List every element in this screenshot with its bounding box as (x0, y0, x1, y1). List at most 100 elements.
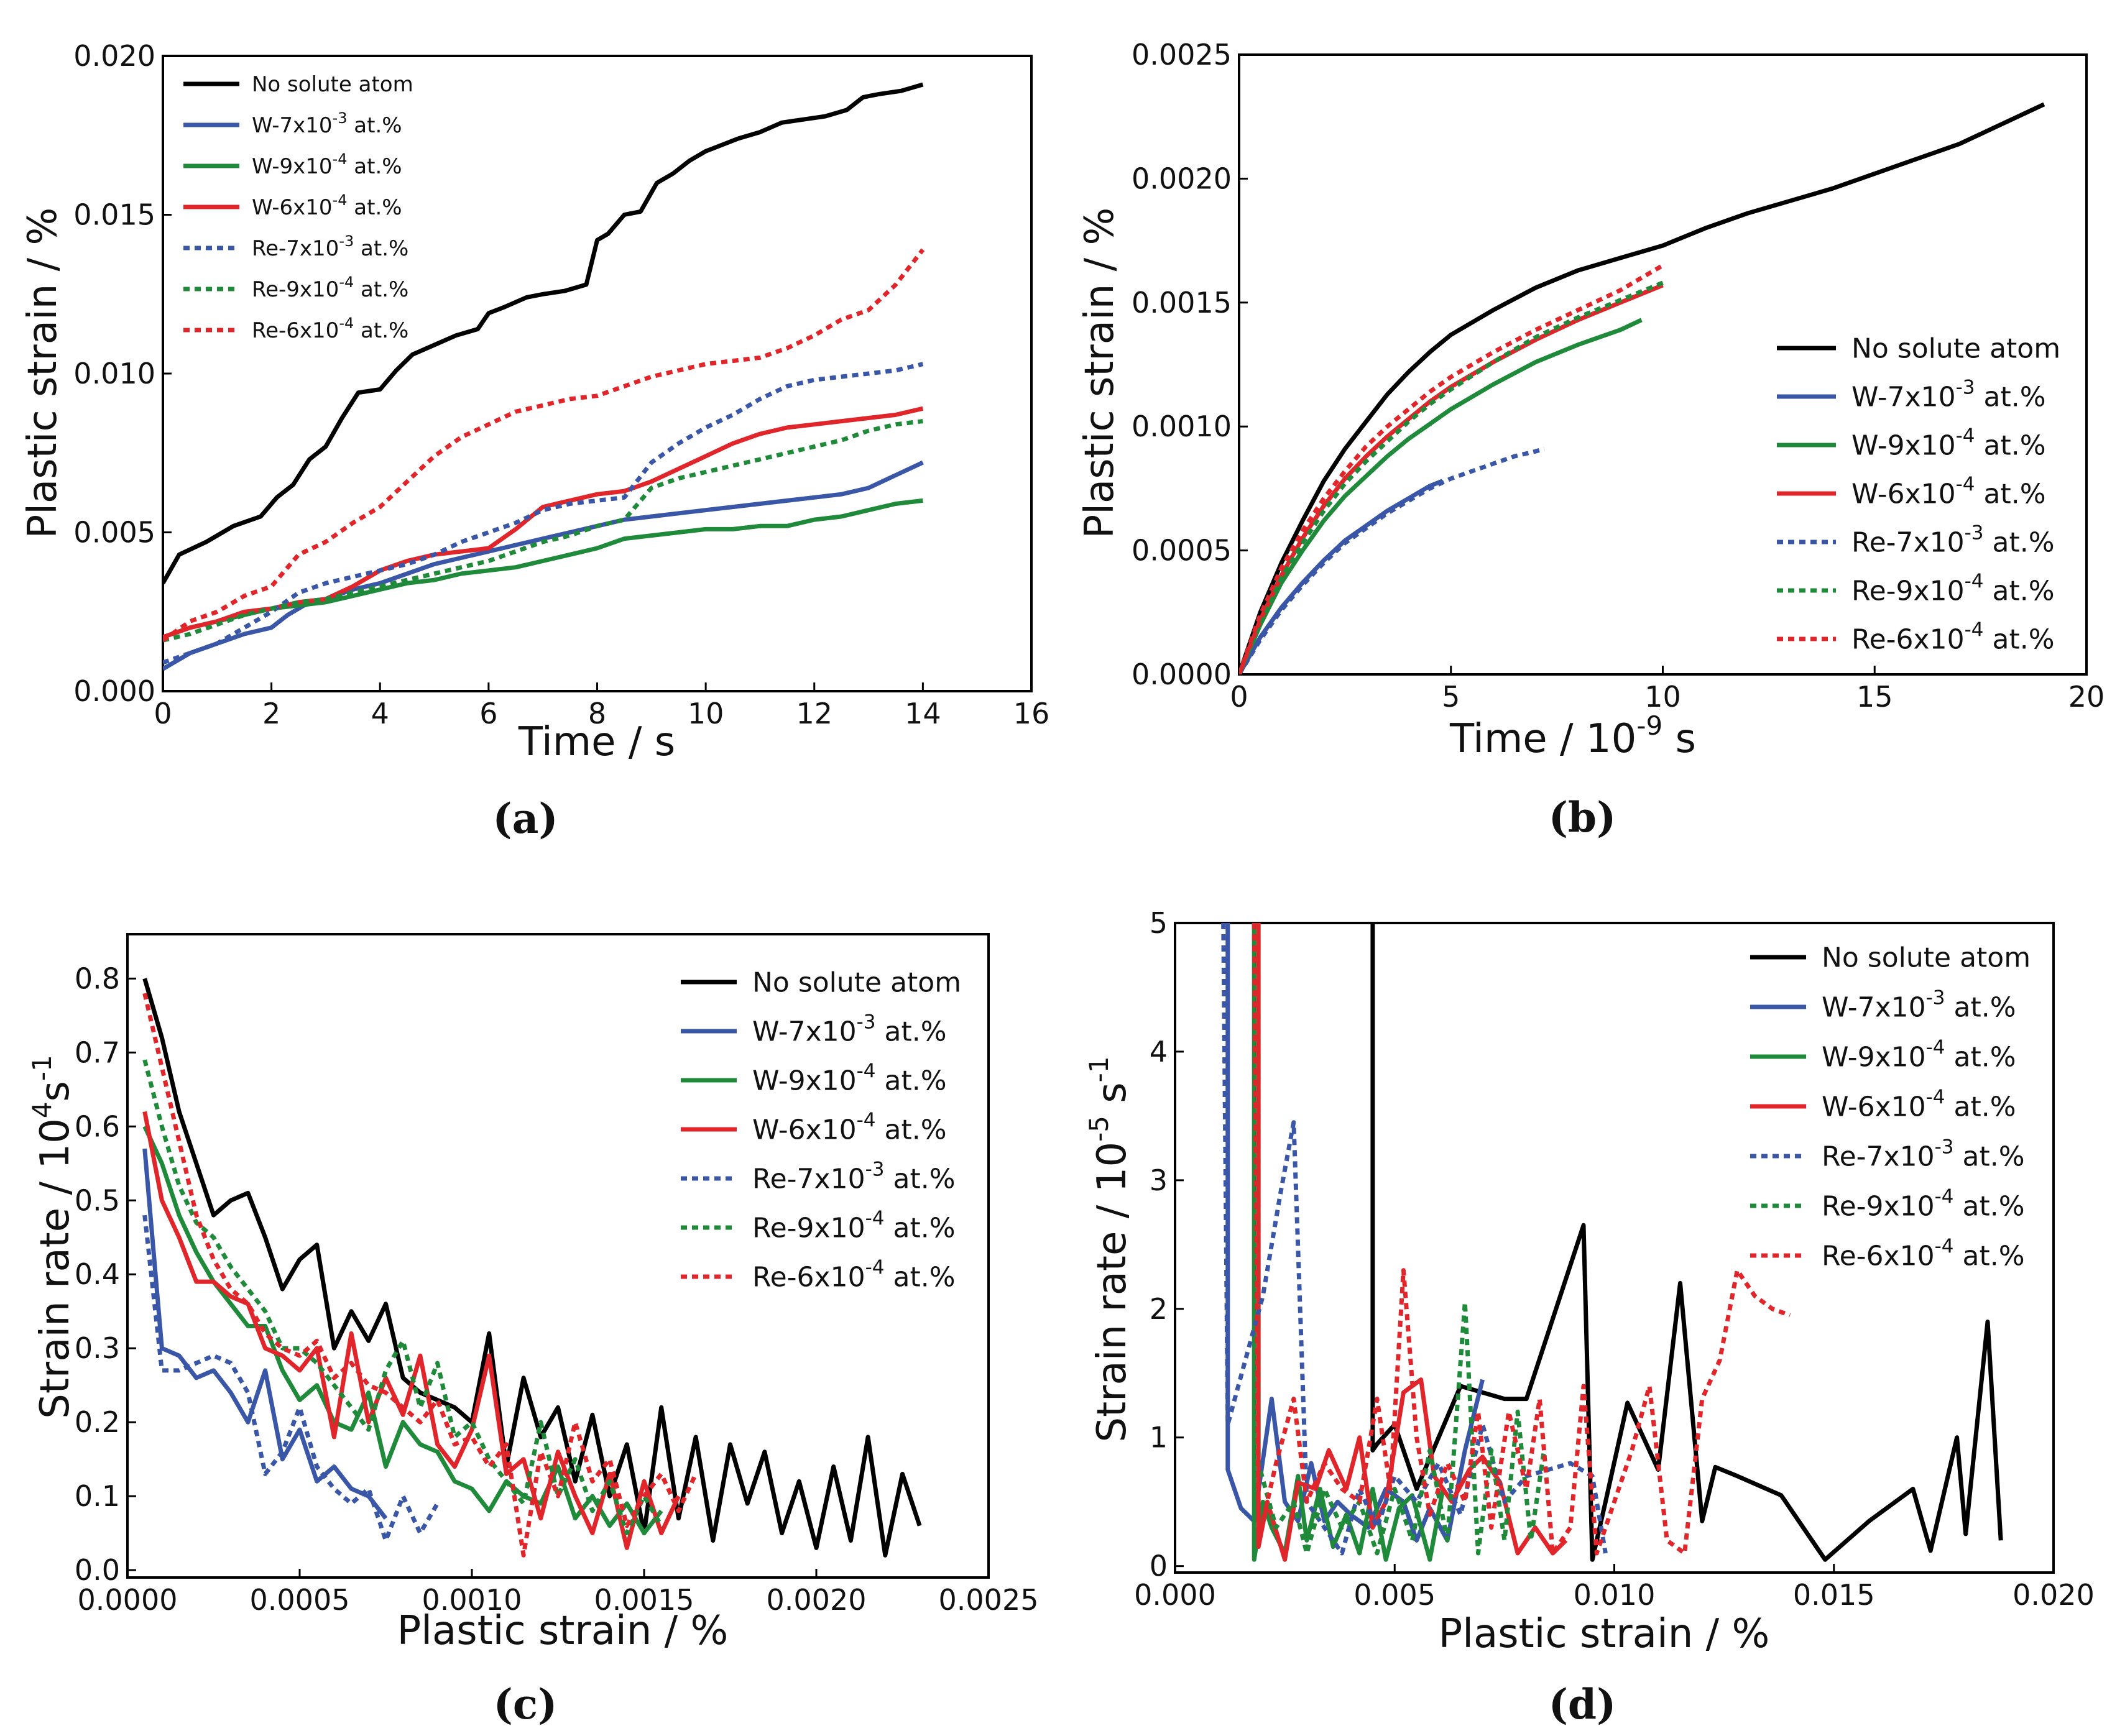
legend-label-suffix: at.% (1954, 1141, 2025, 1172)
legend-label-suffix: at.% (1945, 991, 2016, 1023)
legend-label-exp: -3 (857, 1011, 876, 1033)
ylabel-c-suffix: s (32, 1081, 78, 1101)
panel-b: 0 5 10 15 20 0.0000 0.0005 0.0010 0.0015 0.0020 0.… (1077, 38, 2105, 842)
legend-label-suffix: at.% (1984, 575, 2055, 607)
ytick-label: 0.020 (73, 39, 155, 73)
xtick-label: 4 (371, 697, 389, 730)
legend-label-main: Re-6x10 (752, 1261, 865, 1293)
legend-label-no-solute-atom: No solute atom (252, 72, 413, 97)
series-line-re-7x10-3-at (1239, 446, 1545, 674)
legend-label-main: Re-7x10 (1851, 526, 1965, 558)
ytick-label: 0.0025 (1132, 38, 1232, 71)
ylabel-d-exp2: -1 (1084, 1056, 1114, 1082)
legend-label-main: W-6x10 (1822, 1091, 1926, 1123)
legend-label-re-9x10-4-at: Re-9x10-4 at.% (752, 1207, 956, 1244)
legend-label-suffix: at.% (347, 113, 402, 138)
xtick-label: 0.010 (1574, 1578, 1656, 1612)
series-line-w-9x10-4-at (1239, 318, 1643, 674)
legend-label-main: No solute atom (1851, 333, 2060, 364)
series-line-re-9x10-4-at (142, 1059, 663, 1536)
legend-label-main: W-6x10 (252, 195, 333, 220)
ytick-label: 0.0020 (1132, 162, 1232, 195)
series-line-w-9x10-4-at (1252, 923, 1445, 1562)
ytick-label: 0.7 (75, 1036, 120, 1069)
ylabel-d-exp: -5 (1084, 1116, 1114, 1142)
legend-label-main: W-6x10 (1851, 478, 1956, 510)
ylabel-a: Plastic strain / % (20, 208, 66, 539)
series-line-re-7x10-3-at (163, 362, 924, 665)
legend-label-suffix: at.% (1984, 526, 2055, 558)
legend-label-w-6x10-4-at: W-6x10-4 at.% (752, 1109, 947, 1146)
ytick-label: 5 (1150, 906, 1168, 940)
legend-label-re-7x10-3-at: Re-7x10-3 at.% (1851, 521, 2055, 558)
legend-label-exp: -4 (1956, 473, 1975, 495)
legend-label-exp: -4 (339, 273, 354, 291)
legend-label-main: Re-7x10 (752, 1163, 865, 1195)
legend-label-suffix: at.% (354, 236, 408, 261)
legend-label-main: Re-6x10 (252, 318, 339, 343)
legend-label-main: W-9x10 (252, 154, 333, 179)
legend-label-suffix: at.% (876, 1016, 947, 1047)
legend-label-exp: -4 (865, 1256, 885, 1279)
legend-label-suffix: at.% (1984, 623, 2055, 655)
legend-label-main: Re-6x10 (1851, 623, 1965, 655)
legend-label-suffix: at.% (876, 1114, 947, 1146)
legend-label-exp: -3 (1935, 1136, 1954, 1158)
ylabel-c: Strain rate / 104s-1 (27, 1055, 78, 1419)
xtick-label: 20 (2068, 680, 2105, 714)
legend-label-w-7x10-3-at: W-7x10-3 at.% (1851, 376, 2046, 413)
legend-b: No solute atom W-7x10-3 at.% W-9x10-4 at.%… (1777, 333, 2060, 655)
legend-label-w-9x10-4-at: W-9x10-4 at.% (752, 1060, 947, 1096)
ytick-label: 0.0005 (1132, 534, 1232, 567)
xtick-label: 16 (1013, 697, 1050, 730)
legend-label-suffix: at.% (354, 277, 408, 302)
legend-label-main: Re-9x10 (1822, 1190, 1935, 1222)
legend-label-suffix: at.% (1975, 429, 2046, 461)
ylabel-d-suffix: s (1089, 1082, 1135, 1116)
axes-b: 0 5 10 15 20 0.0000 0.0005 0.0010 0.0015 0.0020 0.… (1132, 38, 2105, 714)
ytick-label: 0.3 (75, 1331, 120, 1365)
legend-label-main: W-7x10 (1822, 991, 1926, 1023)
series-line-w-7x10-3-at (142, 1148, 388, 1520)
xtick-label: 0.0020 (767, 1583, 867, 1617)
legend-label-re-6x10-4-at: Re-6x10-4 at.% (252, 315, 408, 343)
xtick-label: 5 (1442, 680, 1460, 714)
legend-label-w-7x10-3-at: W-7x10-3 at.% (752, 1011, 947, 1047)
xlabel-b-exp: -9 (1636, 710, 1662, 741)
series-line-re-9x10-4-at (1239, 280, 1664, 674)
legend-label-exp: -3 (1926, 986, 1945, 1009)
axes-c: 0.0000 0.0005 0.0010 0.0015 0.0020 0.0025 0.0 0… (75, 962, 1039, 1617)
legend-label-exp: -4 (865, 1207, 885, 1229)
legend-label-exp: -4 (1956, 425, 1975, 447)
legend-label-suffix: at.% (354, 318, 408, 343)
legend-label-main: W-9x10 (752, 1065, 857, 1096)
series-line-w-9x10-4-at (163, 498, 923, 640)
legend-label-suffix: at.% (347, 195, 402, 220)
ytick-label: 0.2 (75, 1405, 120, 1439)
xtick-label: 0.005 (1353, 1578, 1436, 1612)
series-a (163, 82, 925, 671)
xtick-label: 0.0015 (594, 1583, 694, 1617)
xlabel-a: Time / s (518, 719, 675, 765)
legend-label-w-9x10-4-at: W-9x10-4 at.% (1822, 1036, 2016, 1073)
legend-label-main: W-9x10 (1851, 429, 1956, 461)
legend-label-w-6x10-4-at: W-6x10-4 at.% (1851, 473, 2046, 510)
legend-label-exp: -4 (857, 1060, 876, 1082)
axes-a: 0 2 4 6 8 10 12 14 16 0.000 0.005 0.010 0.015 0.020 (73, 39, 1049, 730)
legend-label-main: Re-9x10 (1851, 575, 1965, 607)
xtick-label: 0.015 (1793, 1578, 1875, 1612)
legend-label-exp: -4 (1926, 1086, 1945, 1108)
series-line-re-7x10-3-at (1221, 923, 1608, 1556)
legend-label-w-6x10-4-at: W-6x10-4 at.% (252, 191, 402, 220)
legend-label-re-6x10-4-at: Re-6x10-4 at.% (752, 1256, 956, 1293)
ytick-label: 0.4 (75, 1257, 120, 1291)
legend-label-re-7x10-3-at: Re-7x10-3 at.% (752, 1158, 956, 1195)
xtick-label: 6 (479, 697, 497, 730)
legend-label-re-9x10-4-at: Re-9x10-4 at.% (252, 273, 408, 302)
ytick-label: 0.0010 (1132, 410, 1232, 443)
ylabel-c-exp: 4 (27, 1101, 57, 1118)
panel-d: 0.000 0.005 0.010 0.015 0.020 0 1 2 3 4 5 No solut… (1084, 906, 2095, 1729)
series-line-w-7x10-3-at (1239, 479, 1444, 674)
